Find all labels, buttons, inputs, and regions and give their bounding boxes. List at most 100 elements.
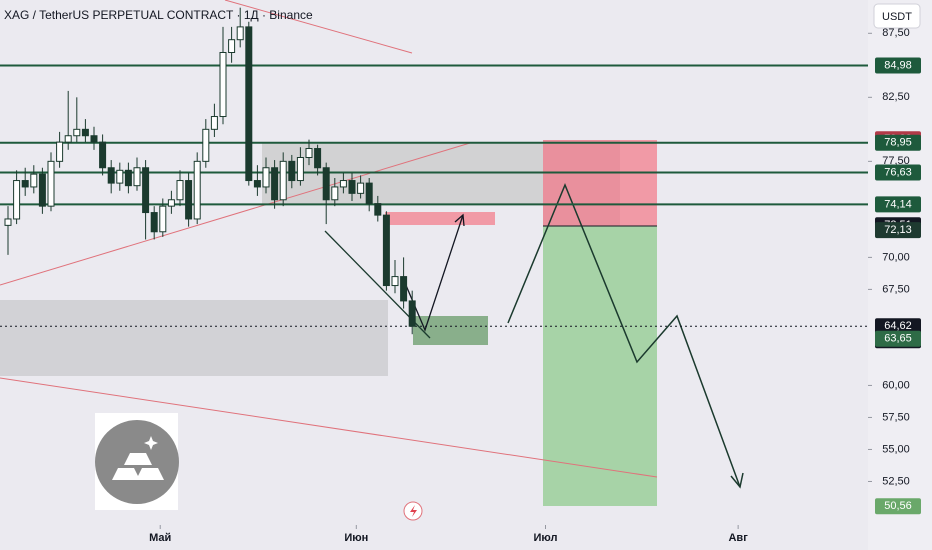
candle-body [73, 128, 81, 137]
candle-body [400, 276, 408, 302]
candle-body [271, 167, 279, 201]
candle-body [305, 148, 313, 159]
candle-body [176, 180, 184, 201]
event-bolt [410, 505, 417, 517]
candle-body [331, 186, 339, 201]
currency-box[interactable] [873, 3, 921, 29]
candle-body [107, 167, 115, 184]
candle-body [408, 300, 416, 327]
trend-line [224, 0, 413, 54]
x-tick-label: Июн [344, 532, 368, 544]
arrow-head [454, 213, 465, 227]
candle-body [38, 173, 46, 207]
candle-body [348, 180, 356, 194]
price-label-box [875, 134, 921, 151]
price-label-box [875, 222, 921, 239]
candle-body [296, 157, 304, 182]
candle-body [90, 135, 98, 143]
candle-body [357, 182, 365, 194]
y-tick-label: 67,50 [882, 283, 910, 295]
candle-body [382, 214, 390, 287]
candle-body [262, 167, 270, 188]
candle-body [185, 180, 193, 220]
chart-title: XAG / TetherUS PERPETUAL CONTRACT · 1Д ·… [4, 8, 313, 22]
y-tick-label: 60,00 [882, 379, 910, 391]
target-zone [543, 226, 657, 506]
candle-body [99, 141, 107, 169]
y-tick-label: 55,00 [882, 443, 910, 455]
candle-body [228, 39, 236, 53]
logo-sparkle [144, 436, 158, 450]
zone [0, 300, 388, 376]
candle-body [124, 169, 132, 187]
zone [413, 316, 488, 345]
axes: 52,50 55,00 57,50 60,00 67,50 70,00 77,50 82,50… [149, 27, 921, 544]
y-tick-label: 70,00 [882, 251, 910, 263]
price-label: 76,63 [884, 166, 912, 178]
candle-body [288, 160, 296, 182]
candle-body [13, 180, 21, 220]
x-tick-label: Июл [533, 532, 557, 544]
candle-body [365, 182, 373, 205]
candle-body [374, 203, 382, 216]
trend-line [0, 142, 471, 286]
candle-body [314, 148, 322, 169]
candle-body [56, 141, 64, 162]
candle-body [64, 135, 72, 143]
drawings [0, 0, 744, 506]
candle-body [193, 160, 201, 220]
candle-body [202, 128, 210, 162]
trend-line [0, 377, 658, 478]
price-label-box [875, 164, 921, 181]
price-label: 64,62 [884, 320, 912, 332]
price-label: 63,65 [884, 333, 912, 345]
candle-body [133, 167, 141, 187]
candle-body [21, 180, 29, 188]
price-label: 78,95 [884, 137, 912, 149]
y-tick-label: 82,50 [882, 91, 910, 103]
price-label-box [875, 498, 921, 515]
candle-body [210, 116, 218, 130]
stop-zone [543, 140, 620, 226]
currency[interactable]: USDT [882, 11, 912, 23]
candle-body [339, 180, 347, 188]
x-tick-label: Авг [728, 532, 748, 544]
zone [385, 212, 495, 225]
x-tick-label: Май [149, 532, 171, 544]
candle-body [150, 212, 158, 233]
candles [4, 7, 416, 335]
price-label-box [875, 57, 921, 74]
candle-body [245, 26, 253, 182]
candle-body [30, 173, 38, 188]
candle-body [219, 52, 227, 118]
candle-body [167, 199, 175, 207]
price-label: 50,56 [884, 500, 912, 512]
candle-body [116, 169, 124, 184]
price-axis-panel [868, 0, 932, 550]
candle-body [322, 167, 330, 201]
price-label: 72,13 [884, 224, 912, 236]
projection [404, 214, 464, 332]
candle-body [142, 167, 150, 214]
logo-bars [112, 453, 164, 480]
candle-body [253, 180, 261, 188]
candle-body [81, 128, 89, 137]
candle-body [159, 205, 167, 233]
price-label-box [875, 196, 921, 213]
price-label-box [875, 330, 921, 347]
projection [507, 183, 741, 488]
zone [262, 143, 545, 205]
y-tick-label: 77,50 [882, 155, 910, 167]
candle-body [47, 160, 55, 207]
candle-body [391, 276, 399, 287]
y-tick-label: 57,50 [882, 411, 910, 423]
price-label: 84,98 [884, 59, 912, 71]
arrow-head [730, 472, 744, 489]
y-tick-label: 52,50 [882, 475, 910, 487]
y-tick-label: 87,50 [882, 27, 910, 39]
price-label: 74,14 [884, 198, 912, 210]
candle-body [4, 218, 12, 226]
candle-body [236, 26, 244, 41]
